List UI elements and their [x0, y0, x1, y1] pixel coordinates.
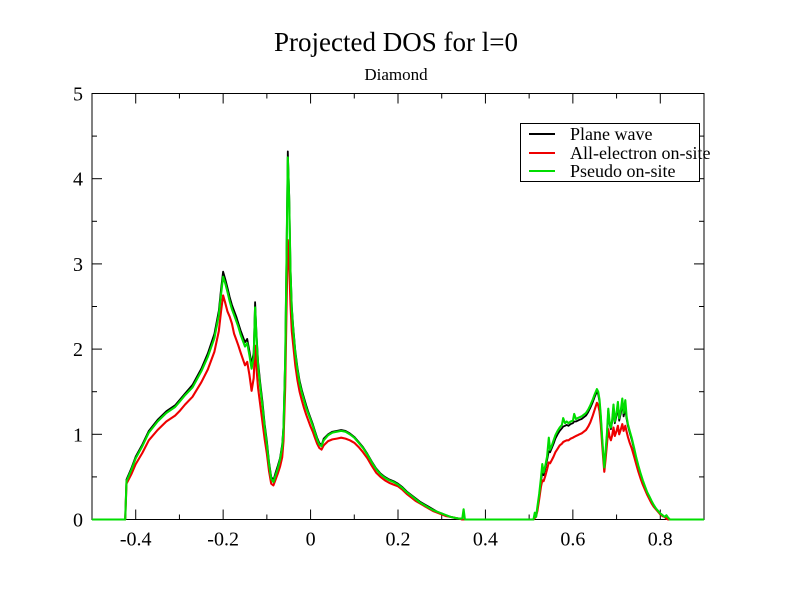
series-curve-1: [92, 238, 704, 521]
chart-subtitle: Diamond: [364, 65, 428, 84]
y-tick-label: 2: [73, 339, 83, 361]
x-tick-label: 0: [306, 529, 316, 551]
series-curve-2: [92, 156, 704, 521]
y-tick-label: 1: [73, 424, 83, 446]
chart-title: Projected DOS for l=0: [274, 27, 518, 57]
plane-wave-line-swatch: [529, 132, 555, 135]
x-tick-label: 0.6: [560, 529, 585, 551]
x-tick-label: -0.2: [207, 529, 239, 551]
legend-entry-pseudo: Pseudo on-site: [521, 162, 699, 180]
series-curve-0: [92, 150, 704, 521]
legend-label: Pseudo on-site: [570, 161, 676, 182]
x-tick-label: -0.4: [120, 529, 152, 551]
pseudo-line-swatch: [529, 170, 555, 173]
legend-box: Plane wave All-electron on-site Pseudo o…: [520, 123, 710, 182]
x-tick-label: 0.2: [386, 529, 411, 551]
legend-entry-plane-wave: Plane wave: [521, 125, 699, 143]
y-tick-label: 5: [73, 84, 83, 106]
y-tick-label: 3: [73, 254, 83, 276]
legend-entry-all-electron: All-electron on-site: [521, 144, 710, 162]
y-tick-label: 4: [73, 169, 83, 191]
x-tick-label: 0.8: [648, 529, 673, 551]
legend-label: Plane wave: [570, 123, 653, 144]
y-tick-label: 0: [73, 510, 83, 532]
x-tick-label: 0.4: [473, 529, 498, 551]
all-electron-line-swatch: [529, 151, 555, 154]
legend-label: All-electron on-site: [570, 142, 711, 163]
